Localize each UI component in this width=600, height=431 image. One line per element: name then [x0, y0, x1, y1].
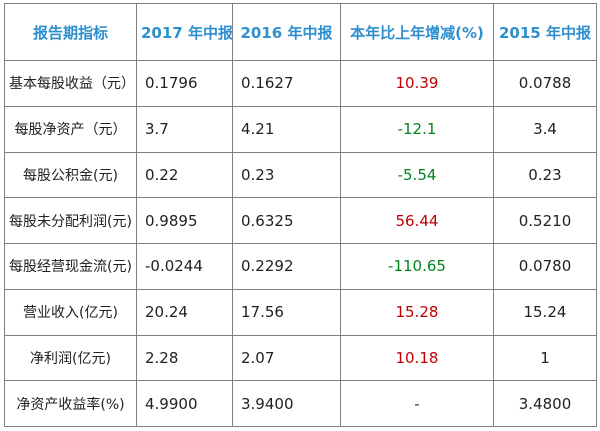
table-row: 基本每股收益（元） 0.1796 0.1627 10.39 0.0788 [4, 60, 597, 107]
header-change: 本年比上年增减(%) [340, 3, 494, 61]
header-2016: 2016 年中报 [232, 3, 341, 61]
value-2017: 0.22 [136, 151, 233, 199]
value-2017: 3.7 [136, 105, 233, 153]
indicator-label: 净利润(亿元) [4, 334, 137, 382]
header-row: 报告期指标 2017 年中报 2016 年中报 本年比上年增减(%) 2015 … [4, 3, 597, 61]
value-2015: 0.0780 [493, 243, 597, 290]
header-2017: 2017 年中报 [136, 3, 233, 61]
value-2016: 4.21 [232, 105, 341, 153]
table-row: 每股未分配利润(元) 0.9895 0.6325 56.44 0.5210 [4, 197, 597, 244]
value-2015: 3.4800 [493, 380, 597, 427]
table-row: 每股公积金(元) 0.22 0.23 -5.54 0.23 [4, 151, 597, 199]
value-2016: 0.6325 [232, 197, 341, 244]
value-2016: 17.56 [232, 288, 341, 336]
table-row: 净利润(亿元) 2.28 2.07 10.18 1 [4, 334, 597, 382]
value-2016: 0.23 [232, 151, 341, 199]
change-percent: - [340, 380, 494, 427]
financial-table-container: 报告期指标 2017 年中报 2016 年中报 本年比上年增减(%) 2015 … [4, 3, 597, 427]
value-2015: 1 [493, 334, 597, 382]
indicator-label: 每股未分配利润(元) [4, 197, 137, 244]
indicator-label: 每股净资产（元） [4, 105, 137, 153]
table-row: 净资产收益率(%) 4.9900 3.9400-3.4800 [4, 380, 597, 427]
change-percent: -110.65 [340, 243, 494, 290]
change-percent: -5.54 [340, 151, 494, 199]
indicator-label: 净资产收益率(%) [4, 380, 137, 427]
value-2017: 0.1796 [136, 60, 233, 107]
change-percent: 15.28 [340, 288, 494, 336]
value-2015: 0.5210 [493, 197, 597, 244]
value-2016: 2.07 [232, 334, 341, 382]
financial-indicators-table: 报告期指标 2017 年中报 2016 年中报 本年比上年增减(%) 2015 … [4, 3, 597, 427]
change-percent: 10.18 [340, 334, 494, 382]
header-indicator: 报告期指标 [4, 3, 137, 61]
indicator-label: 基本每股收益（元） [4, 60, 137, 107]
value-2015: 3.4 [493, 105, 597, 153]
change-percent: -12.1 [340, 105, 494, 153]
value-2016: 0.1627 [232, 60, 341, 107]
change-percent: 10.39 [340, 60, 494, 107]
value-2016: 0.2292 [232, 243, 341, 290]
table-row: 营业收入(亿元) 20.24 17.56 15.28 15.24 [4, 288, 597, 336]
value-2017: 4.9900 [136, 380, 233, 427]
indicator-label: 营业收入(亿元) [4, 288, 137, 336]
table-row: 每股净资产（元） 3.7 4.21 -12.1 3.4 [4, 105, 597, 153]
value-2015: 15.24 [493, 288, 597, 336]
change-percent: 56.44 [340, 197, 494, 244]
table-row: 每股经营现金流(元) -0.0244 0.2292 -110.65 0.0780 [4, 243, 597, 290]
value-2015: 0.0788 [493, 60, 597, 107]
header-2015: 2015 年中报 [493, 3, 597, 61]
value-2017: 20.24 [136, 288, 233, 336]
value-2015: 0.23 [493, 151, 597, 199]
table-body: 基本每股收益（元） 0.1796 0.1627 10.39 0.0788 每股净资产（元）… [4, 60, 597, 427]
indicator-label: 每股经营现金流(元) [4, 243, 137, 290]
value-2017: 2.28 [136, 334, 233, 382]
indicator-label: 每股公积金(元) [4, 151, 137, 199]
value-2017: -0.0244 [136, 243, 233, 290]
value-2016: 3.9400 [232, 380, 341, 427]
value-2017: 0.9895 [136, 197, 233, 244]
